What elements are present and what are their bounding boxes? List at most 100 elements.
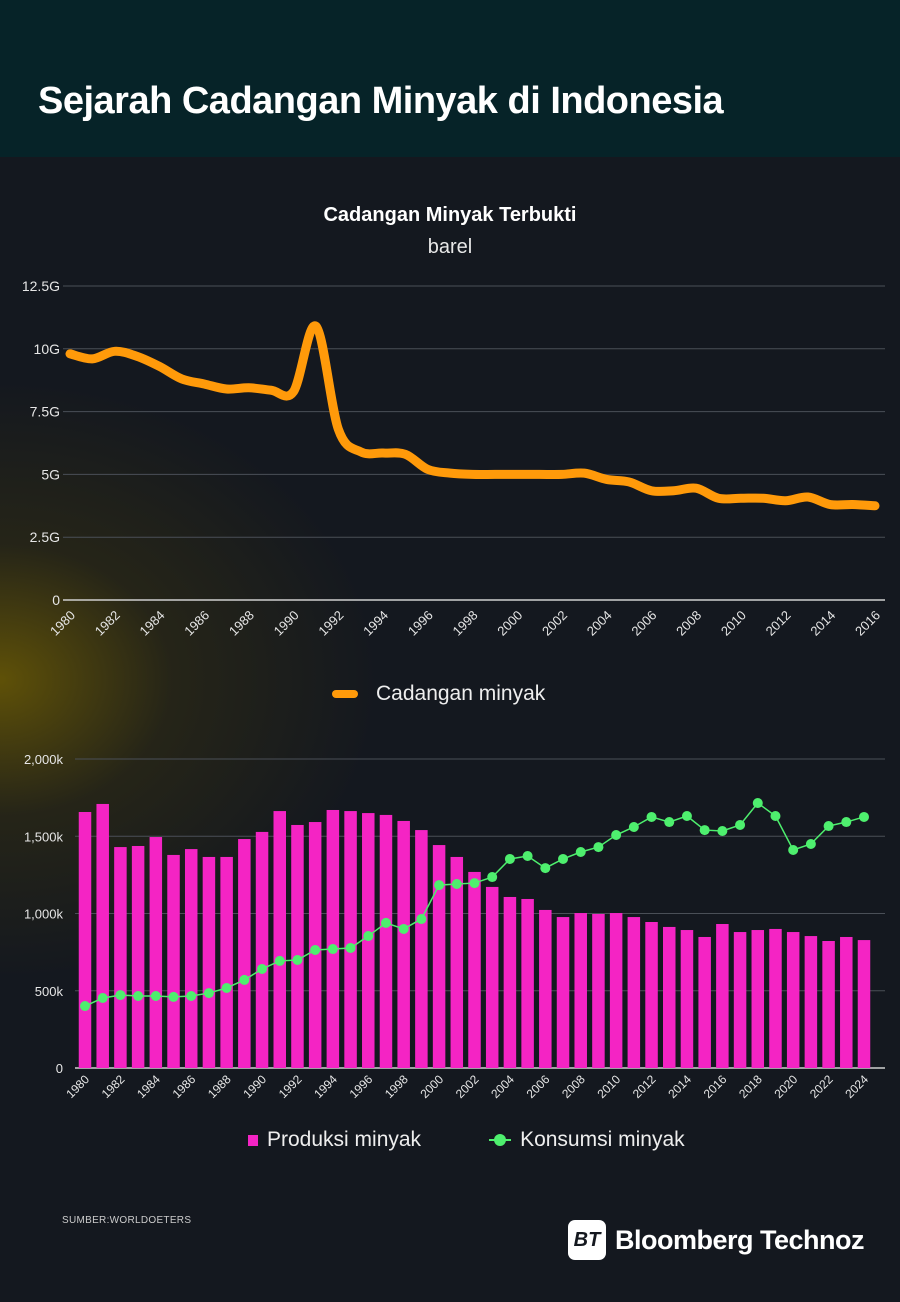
y-tick-label: 1,000k [24, 907, 64, 922]
consumption-point [805, 838, 816, 849]
y-tick-label: 500k [35, 984, 64, 999]
production-bar [627, 917, 641, 1068]
y-tick-label: 0 [56, 1061, 63, 1076]
x-tick-label: 1980 [47, 608, 78, 639]
reserves-legend: Cadangan minyak [332, 682, 545, 706]
x-tick-label: 1990 [271, 608, 302, 639]
consumption-point [469, 878, 480, 889]
consumption-point [823, 821, 834, 832]
consumption-point [859, 811, 869, 822]
x-tick-label: 1988 [205, 1072, 234, 1101]
x-tick-label: 2002 [539, 608, 570, 639]
production-bar [78, 811, 92, 1068]
consumption-point [274, 955, 285, 966]
consumption-point [221, 982, 232, 993]
consumption-point [451, 878, 462, 889]
legend-line-icon [332, 690, 358, 698]
x-tick-label: 2010 [718, 608, 749, 639]
production-bar [485, 886, 499, 1068]
production-bar [521, 898, 534, 1068]
consumption-point [97, 993, 108, 1004]
consumption-point [203, 988, 214, 999]
production-bar [149, 837, 163, 1068]
consumption-point [380, 917, 391, 928]
consumption-point [168, 991, 179, 1002]
consumption-point [150, 991, 161, 1002]
production-bar [273, 811, 286, 1068]
page-title: Sejarah Cadangan Minyak di Indonesia [38, 80, 724, 122]
consumption-point [522, 851, 533, 862]
x-tick-label: 1982 [99, 1072, 128, 1101]
consumption-point [540, 863, 551, 874]
production-consumption-legend: Produksi minyak Konsumsi minyak [248, 1128, 685, 1152]
production-bar [255, 831, 269, 1068]
legend-square-icon [248, 1134, 258, 1146]
header-bar: Sejarah Cadangan Minyak di Indonesia [0, 0, 900, 157]
production-bar [680, 930, 694, 1068]
x-tick-label: 2010 [594, 1072, 623, 1101]
x-tick-label: 1998 [382, 1072, 411, 1101]
x-tick-label: 2014 [665, 1072, 694, 1101]
consumption-point [628, 821, 639, 832]
x-tick-label: 2012 [630, 1072, 659, 1101]
x-tick-label: 1988 [226, 608, 257, 639]
reserves-line [65, 321, 880, 511]
y-tick-label: 2,000k [24, 752, 64, 767]
production-bar [131, 845, 145, 1068]
x-tick-label: 1984 [134, 1072, 163, 1101]
x-tick-label: 2014 [807, 608, 838, 639]
production-bar [167, 854, 180, 1068]
x-tick-label: 2016 [701, 1072, 730, 1101]
consumption-point [770, 811, 781, 822]
production-bar [468, 871, 481, 1068]
production-bar [716, 924, 729, 1068]
consumption-point [487, 872, 498, 883]
x-tick-label: 2006 [524, 1072, 553, 1101]
x-tick-label: 2022 [807, 1072, 836, 1101]
production-bar [291, 824, 304, 1068]
x-tick-label: 1996 [405, 608, 436, 639]
x-tick-label: 2000 [494, 608, 525, 639]
legend-label-consumption: Konsumsi minyak [520, 1128, 685, 1151]
x-tick-label: 2004 [488, 1072, 517, 1101]
production-bar [326, 809, 340, 1068]
x-tick-label: 2024 [842, 1072, 871, 1101]
consumption-point [752, 798, 763, 809]
consumption-point [133, 991, 144, 1002]
reserves-chart-subtitle: barel [427, 236, 473, 258]
x-tick-label: 1986 [181, 608, 212, 639]
production-bar [804, 936, 818, 1068]
x-tick-label: 1994 [311, 1072, 340, 1101]
consumption-point [717, 825, 728, 836]
consumption-point [310, 944, 321, 955]
y-tick-label: 0 [52, 592, 60, 608]
consumption-point [434, 880, 445, 891]
production-bar [663, 926, 676, 1068]
consumption-point [186, 991, 197, 1002]
consumption-point [292, 955, 303, 966]
consumption-point [735, 819, 746, 830]
production-bar [96, 803, 109, 1068]
production-bar [202, 856, 216, 1068]
consumption-point [80, 1001, 90, 1012]
consumption-point [558, 853, 569, 864]
reserves-chart-title: Cadangan Minyak Terbukti [323, 204, 577, 226]
consumption-point [416, 914, 427, 925]
x-tick-label: 1990 [240, 1072, 269, 1101]
consumption-point [257, 963, 268, 974]
production-bar [539, 909, 552, 1068]
production-bar [397, 820, 410, 1068]
y-tick-label: 2.5G [30, 529, 60, 545]
production-bar [556, 917, 570, 1068]
y-tick-label: 7.5G [30, 404, 60, 420]
production-bar [645, 921, 658, 1068]
consumption-point [611, 830, 622, 841]
consumption-point [504, 853, 515, 864]
consumption-point [699, 825, 710, 836]
production-bar [184, 849, 198, 1068]
production-bar [114, 847, 127, 1068]
production-bar [450, 856, 464, 1068]
consumption-point [398, 923, 409, 934]
legend-dot-line-icon [489, 1134, 512, 1146]
